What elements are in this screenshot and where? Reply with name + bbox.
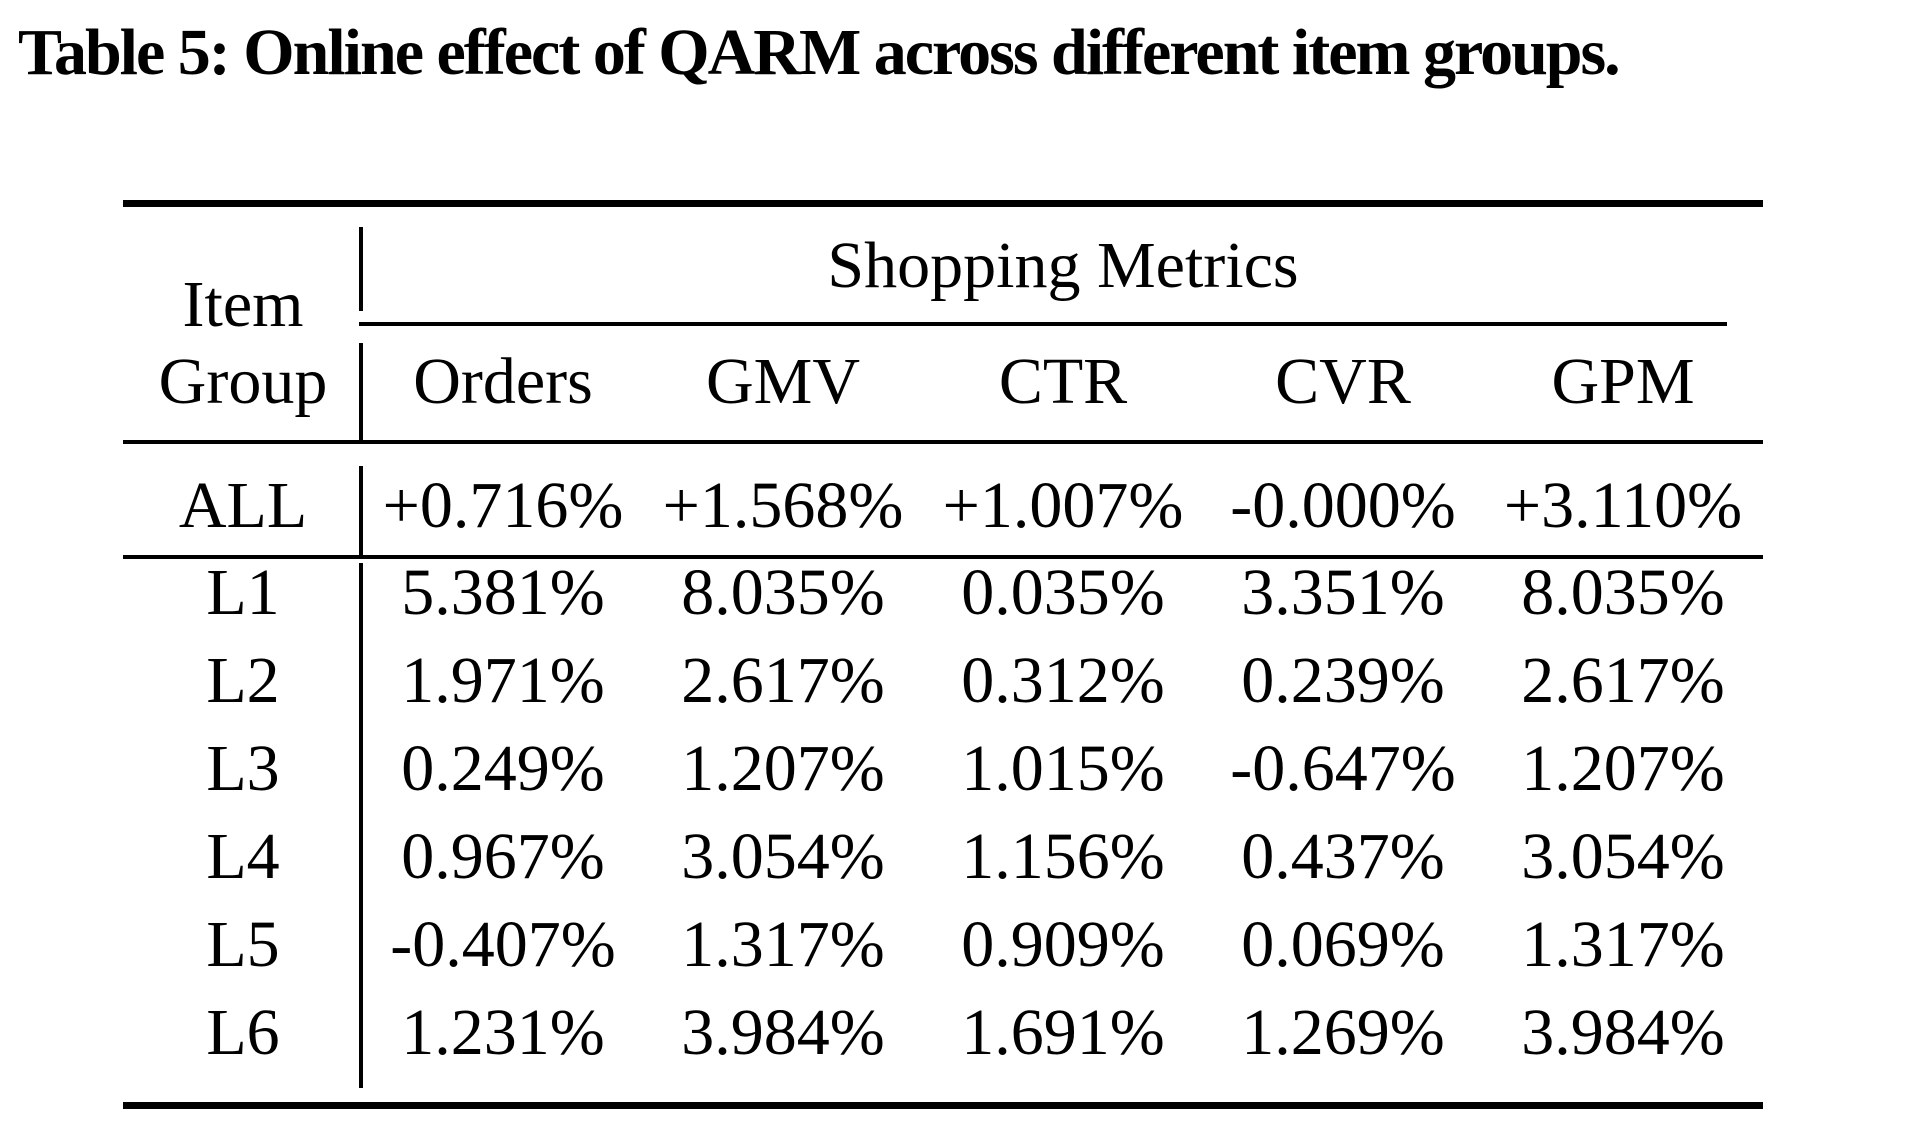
table-row: L2 1.971% 2.617% 0.312% 0.239% 2.617% <box>123 644 1763 717</box>
metric-value: 5.381% <box>401 556 605 629</box>
metric-value: 0.239% <box>1241 644 1445 717</box>
metric-value: 1.015% <box>961 732 1165 805</box>
metric-value: 1.317% <box>1521 908 1725 981</box>
row-label: ALL <box>178 469 308 542</box>
row-label: L3 <box>206 732 280 805</box>
metric-value: 0.437% <box>1241 820 1445 893</box>
column-divider <box>359 343 363 440</box>
metric-value: 1.317% <box>681 908 885 981</box>
table-row: L4 0.967% 3.054% 1.156% 0.437% 3.054% <box>123 820 1763 893</box>
metric-value: -0.407% <box>390 908 616 981</box>
row-label: L1 <box>206 556 280 629</box>
metric-value: 1.207% <box>1521 732 1725 805</box>
metric-value: 2.617% <box>1521 644 1725 717</box>
column-header: CVR <box>1275 345 1411 418</box>
row-label: L6 <box>206 996 280 1069</box>
top-rule <box>123 200 1763 207</box>
metric-value: 3.984% <box>1521 996 1725 1069</box>
metric-value: 1.207% <box>681 732 885 805</box>
metric-value: +3.110% <box>1503 469 1743 542</box>
table-row: L5 -0.407% 1.317% 0.909% 0.069% 1.317% <box>123 908 1763 981</box>
column-header: GPM <box>1551 345 1695 418</box>
table-row: ALL +0.716% +1.568% +1.007% -0.000% +3.110% <box>123 469 1763 542</box>
metric-value: +1.007% <box>942 469 1184 542</box>
metric-value: 3.054% <box>681 820 885 893</box>
bottom-rule <box>123 1102 1763 1109</box>
row-header-item: Item <box>182 268 304 341</box>
column-header: CTR <box>998 345 1128 418</box>
metric-value: 1.231% <box>401 996 605 1069</box>
metric-value: 1.156% <box>961 820 1165 893</box>
row-label: L2 <box>206 644 280 717</box>
metric-value: 0.069% <box>1241 908 1445 981</box>
metric-value: 1.269% <box>1241 996 1445 1069</box>
metric-value: 1.691% <box>961 996 1165 1069</box>
table-row: L6 1.231% 3.984% 1.691% 1.269% 3.984% <box>123 996 1763 1069</box>
metrics-table: Shopping Metrics Item Group Orders GMV CTR… <box>123 200 1763 1109</box>
metric-value: -0.647% <box>1230 732 1456 805</box>
all-row-rule <box>123 555 1763 559</box>
metric-value: 8.035% <box>1521 556 1725 629</box>
group-header-label: Shopping Metrics <box>827 229 1299 302</box>
table-row: L1 5.381% 8.035% 0.035% 3.351% 8.035% <box>123 556 1763 629</box>
metric-value: 0.035% <box>961 556 1165 629</box>
group-header-underline-rule <box>359 322 1727 326</box>
metric-value: 0.249% <box>401 732 605 805</box>
table-caption: Table 5: Online effect of QARM across di… <box>18 16 1621 89</box>
column-divider <box>359 227 363 311</box>
row-label: L4 <box>206 820 280 893</box>
column-header: Orders <box>413 345 593 418</box>
column-header: GMV <box>705 345 860 418</box>
metric-value: +1.568% <box>662 469 904 542</box>
column-header-row: Orders GMV CTR CVR GPM <box>363 345 1763 418</box>
metric-value: 3.984% <box>681 996 885 1069</box>
metric-value: +0.716% <box>382 469 624 542</box>
metric-value: 3.054% <box>1521 820 1725 893</box>
row-label: L5 <box>206 908 280 981</box>
column-divider <box>359 563 363 1088</box>
header-rule <box>123 440 1763 444</box>
metric-value: 1.971% <box>401 644 605 717</box>
metric-value: 8.035% <box>681 556 885 629</box>
metric-value: 3.351% <box>1241 556 1445 629</box>
group-header-row: Shopping Metrics <box>363 233 1763 299</box>
column-divider <box>359 466 363 555</box>
row-header-group: Group <box>158 345 328 418</box>
metric-value: 2.617% <box>681 644 885 717</box>
metric-value: 0.909% <box>961 908 1165 981</box>
metric-value: -0.000% <box>1230 469 1456 542</box>
table-row: L3 0.249% 1.207% 1.015% -0.647% 1.207% <box>123 732 1763 805</box>
metric-value: 0.312% <box>961 644 1165 717</box>
metric-value: 0.967% <box>401 820 605 893</box>
